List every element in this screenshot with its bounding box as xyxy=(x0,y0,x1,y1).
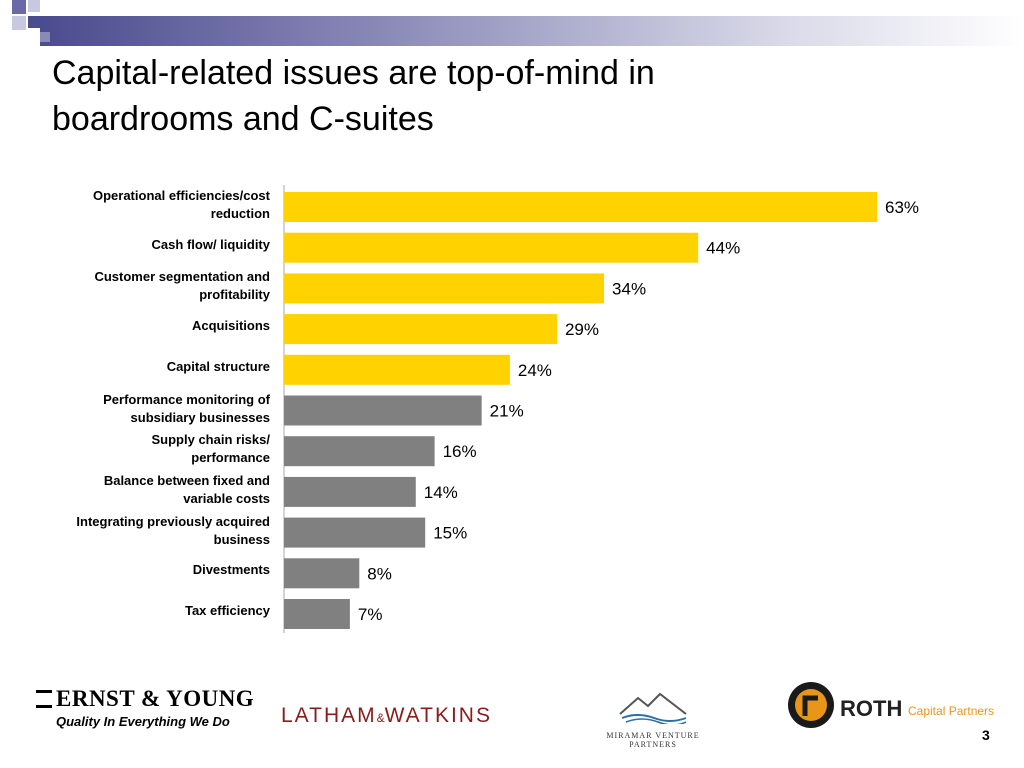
bar xyxy=(284,436,435,467)
bar xyxy=(284,395,482,426)
roth-subtitle: Capital Partners xyxy=(908,704,995,718)
slide-title-line: Capital-related issues are top-of-mind i… xyxy=(52,54,655,92)
data-label: 7% xyxy=(358,605,383,624)
category-label-line: reduction xyxy=(210,206,270,221)
category-label-line: performance xyxy=(191,450,270,466)
category-label: Cash flow/ liquidity xyxy=(10,236,270,254)
page-number: 3 xyxy=(982,727,990,743)
category-label: Supply chain risks/performance xyxy=(10,431,271,467)
ey-mark-icon xyxy=(36,690,52,708)
roth-logo: ROTH Capital Partners xyxy=(786,680,994,735)
data-label: 15% xyxy=(433,524,467,543)
bar xyxy=(284,599,350,629)
category-label-line: Acquisitions xyxy=(191,318,270,334)
data-label: 8% xyxy=(367,564,392,583)
category-label: Acquisitions xyxy=(10,317,270,335)
miramar-name: MIRAMAR VENTURE PARTNERS xyxy=(606,731,700,749)
category-label-line: Divestments xyxy=(192,562,270,578)
miramar-logo: MIRAMAR VENTURE PARTNERS xyxy=(588,688,718,749)
bar xyxy=(284,517,426,548)
roth-name: ROTH xyxy=(840,696,903,721)
corner-square-decoration xyxy=(12,16,26,30)
watkins-text: WATKINS xyxy=(384,704,492,727)
category-label: Capital structure xyxy=(10,358,270,376)
latham-watkins-logo: LATHAM&WATKINS xyxy=(281,704,492,728)
ernst-young-tagline: Quality In Everything We Do xyxy=(56,714,230,729)
ernst-young-logo: ERNST & YOUNG Quality In Everything We D… xyxy=(36,686,254,729)
data-label: 29% xyxy=(565,320,599,339)
data-label: 34% xyxy=(612,279,646,298)
bar-chart-svg: 63% 44% 34% 29% 24% 21% 16% 14% 15% 8% 7% xyxy=(283,185,919,633)
slide-title-line: boardrooms and C-suites xyxy=(52,100,434,138)
data-label: 63% xyxy=(885,198,919,217)
category-label-line: Supply chain risks/ xyxy=(151,432,271,448)
category-label-line: Tax efficiency xyxy=(184,603,270,618)
bar xyxy=(284,232,699,263)
category-label: Performance monitoring of subsidiary busi… xyxy=(10,391,270,427)
latham-text: LATHAM xyxy=(281,704,377,727)
bar xyxy=(284,273,605,304)
mountain-icon xyxy=(619,692,687,726)
bar xyxy=(284,476,416,507)
category-label-line: business xyxy=(213,531,270,547)
corner-square-decoration xyxy=(12,0,26,14)
category-label-line: profitability xyxy=(199,287,270,303)
category-label: Operational efficiencies/cost reduction xyxy=(10,187,270,223)
category-label-line: Operational efficiencies/cost xyxy=(92,188,270,203)
data-label: 21% xyxy=(490,402,524,421)
corner-square-decoration xyxy=(40,32,50,42)
data-label: 24% xyxy=(518,361,552,380)
data-label: 14% xyxy=(424,483,458,502)
roth-circle-icon xyxy=(788,682,834,728)
category-label-line: Cash flow/ liquidity xyxy=(151,236,270,252)
category-label: Divestments xyxy=(10,561,270,579)
category-label-line: Capital structure xyxy=(166,358,270,374)
data-label: 44% xyxy=(706,239,740,258)
category-label: Tax efficiency xyxy=(10,602,270,620)
category-label-line: Balance between fixed and xyxy=(103,472,270,488)
category-label-line: subsidiary businesses xyxy=(130,409,270,425)
category-label: Balance between fixed and variable costs xyxy=(10,472,270,508)
corner-square-decoration xyxy=(28,16,40,28)
category-label-line: Performance monitoring of xyxy=(103,391,270,407)
header-decoration-bar xyxy=(40,16,1024,46)
slide-title: Capital-related issues are top-of-mind i… xyxy=(52,50,852,142)
sponsor-logos: ERNST & YOUNG Quality In Everything We D… xyxy=(0,670,1024,760)
category-label-line: Customer segmentation and xyxy=(94,269,270,285)
corner-square-decoration xyxy=(28,0,40,12)
bar xyxy=(284,558,360,589)
category-label: Integrating previously acquired business xyxy=(10,513,270,549)
category-label-line: variable costs xyxy=(183,490,270,506)
bar xyxy=(284,354,510,385)
data-label: 16% xyxy=(443,442,477,461)
category-label-line: Integrating previously acquired xyxy=(76,513,270,529)
ernst-young-name: ERNST & YOUNG xyxy=(36,686,254,712)
bar xyxy=(284,192,877,222)
category-label: Customer segmentation and profitability xyxy=(10,268,270,304)
latham-ampersand: & xyxy=(376,711,385,725)
bar xyxy=(284,314,557,345)
